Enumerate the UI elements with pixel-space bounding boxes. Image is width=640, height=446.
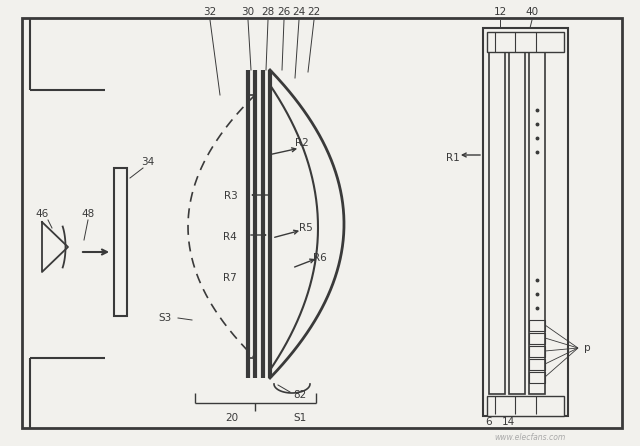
Text: 20: 20 [225, 413, 239, 423]
Text: R1: R1 [446, 153, 460, 163]
Text: 46: 46 [35, 209, 49, 219]
Text: 26: 26 [277, 7, 291, 17]
Text: R2: R2 [295, 138, 309, 148]
Text: www.elecfans.com: www.elecfans.com [494, 434, 566, 442]
Text: 6: 6 [486, 417, 492, 427]
Bar [529, 359, 545, 370]
Text: 32: 32 [204, 7, 216, 17]
Bar [483, 28, 568, 416]
Bar [529, 50, 545, 394]
Text: S1: S1 [293, 413, 307, 423]
Text: R5: R5 [299, 223, 313, 233]
Text: S3: S3 [159, 313, 172, 323]
Text: 22: 22 [307, 7, 321, 17]
Text: R3: R3 [224, 191, 238, 201]
Text: 48: 48 [81, 209, 95, 219]
Text: 28: 28 [261, 7, 275, 17]
Text: p: p [584, 343, 591, 353]
Text: 82: 82 [293, 390, 307, 400]
Bar [487, 396, 564, 416]
Bar [529, 372, 545, 383]
Text: 14: 14 [501, 417, 515, 427]
Bar [529, 333, 545, 344]
Bar [509, 50, 525, 394]
Bar [114, 168, 127, 316]
Text: 30: 30 [241, 7, 255, 17]
Text: 40: 40 [525, 7, 539, 17]
Text: 34: 34 [141, 157, 155, 167]
Bar [487, 32, 564, 52]
Text: R7: R7 [223, 273, 237, 283]
Bar [529, 320, 545, 331]
Bar [529, 346, 545, 357]
Bar [489, 50, 505, 394]
Text: 12: 12 [493, 7, 507, 17]
Text: R6: R6 [313, 253, 327, 263]
Text: 24: 24 [292, 7, 306, 17]
Text: R4: R4 [223, 232, 237, 242]
